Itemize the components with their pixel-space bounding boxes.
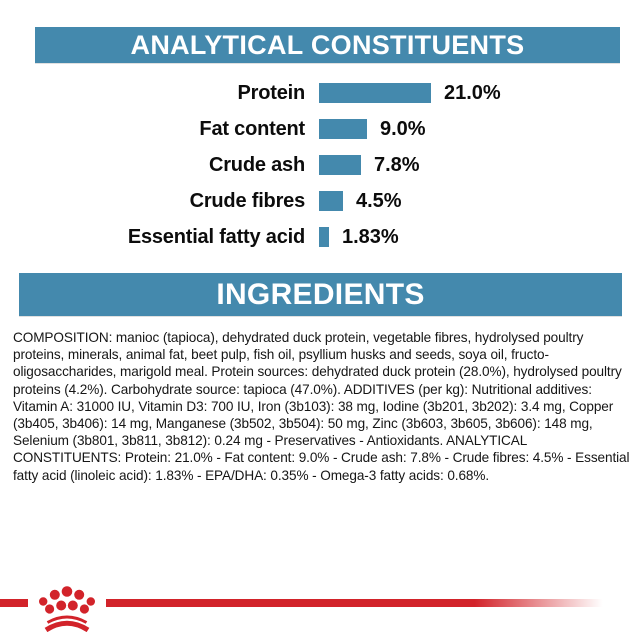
chart-category-label: Essential fatty acid — [127, 225, 305, 248]
chart-bar — [319, 227, 329, 247]
constituents-bar-chart: Protein 21.0% Fat content 9.0% Crude ash… — [0, 81, 640, 263]
chart-value-label: 7.8% — [374, 153, 420, 176]
chart-value-label: 9.0% — [380, 117, 426, 140]
chart-row: Crude ash 7.8% — [0, 153, 640, 176]
chart-value-label: 21.0% — [444, 81, 501, 104]
chart-category-label: Protein — [237, 81, 306, 104]
chart-category-label: Crude ash — [208, 153, 305, 176]
section-header-ingredients-title: INGREDIENTS — [216, 278, 425, 311]
chart-row: Fat content 9.0% — [0, 117, 640, 140]
chart-bar — [319, 119, 367, 139]
section-header-ingredients: INGREDIENTS — [19, 273, 622, 316]
chart-value-label: 4.5% — [356, 189, 402, 212]
chart-row: Essential fatty acid 1.83% — [0, 225, 640, 248]
chart-row: Protein 21.0% — [0, 81, 640, 104]
chart-category-label: Fat content — [199, 117, 305, 140]
brand-stripe-right — [106, 599, 640, 607]
chart-bar — [319, 155, 361, 175]
composition-text: COMPOSITION: manioc (tapioca), dehydrate… — [13, 330, 630, 483]
chart-bar — [319, 191, 343, 211]
brand-stripe-left — [0, 599, 28, 607]
chart-row: Crude fibres 4.5% — [0, 189, 640, 212]
chart-category-label: Crude fibres — [189, 189, 306, 212]
chart-bar — [319, 83, 431, 103]
royal-canin-crown-logo — [39, 586, 95, 632]
section-header-analytical-title: ANALYTICAL CONSTITUENTS — [130, 30, 525, 60]
chart-value-label: 1.83% — [342, 225, 399, 248]
section-header-analytical: ANALYTICAL CONSTITUENTS — [35, 27, 620, 63]
